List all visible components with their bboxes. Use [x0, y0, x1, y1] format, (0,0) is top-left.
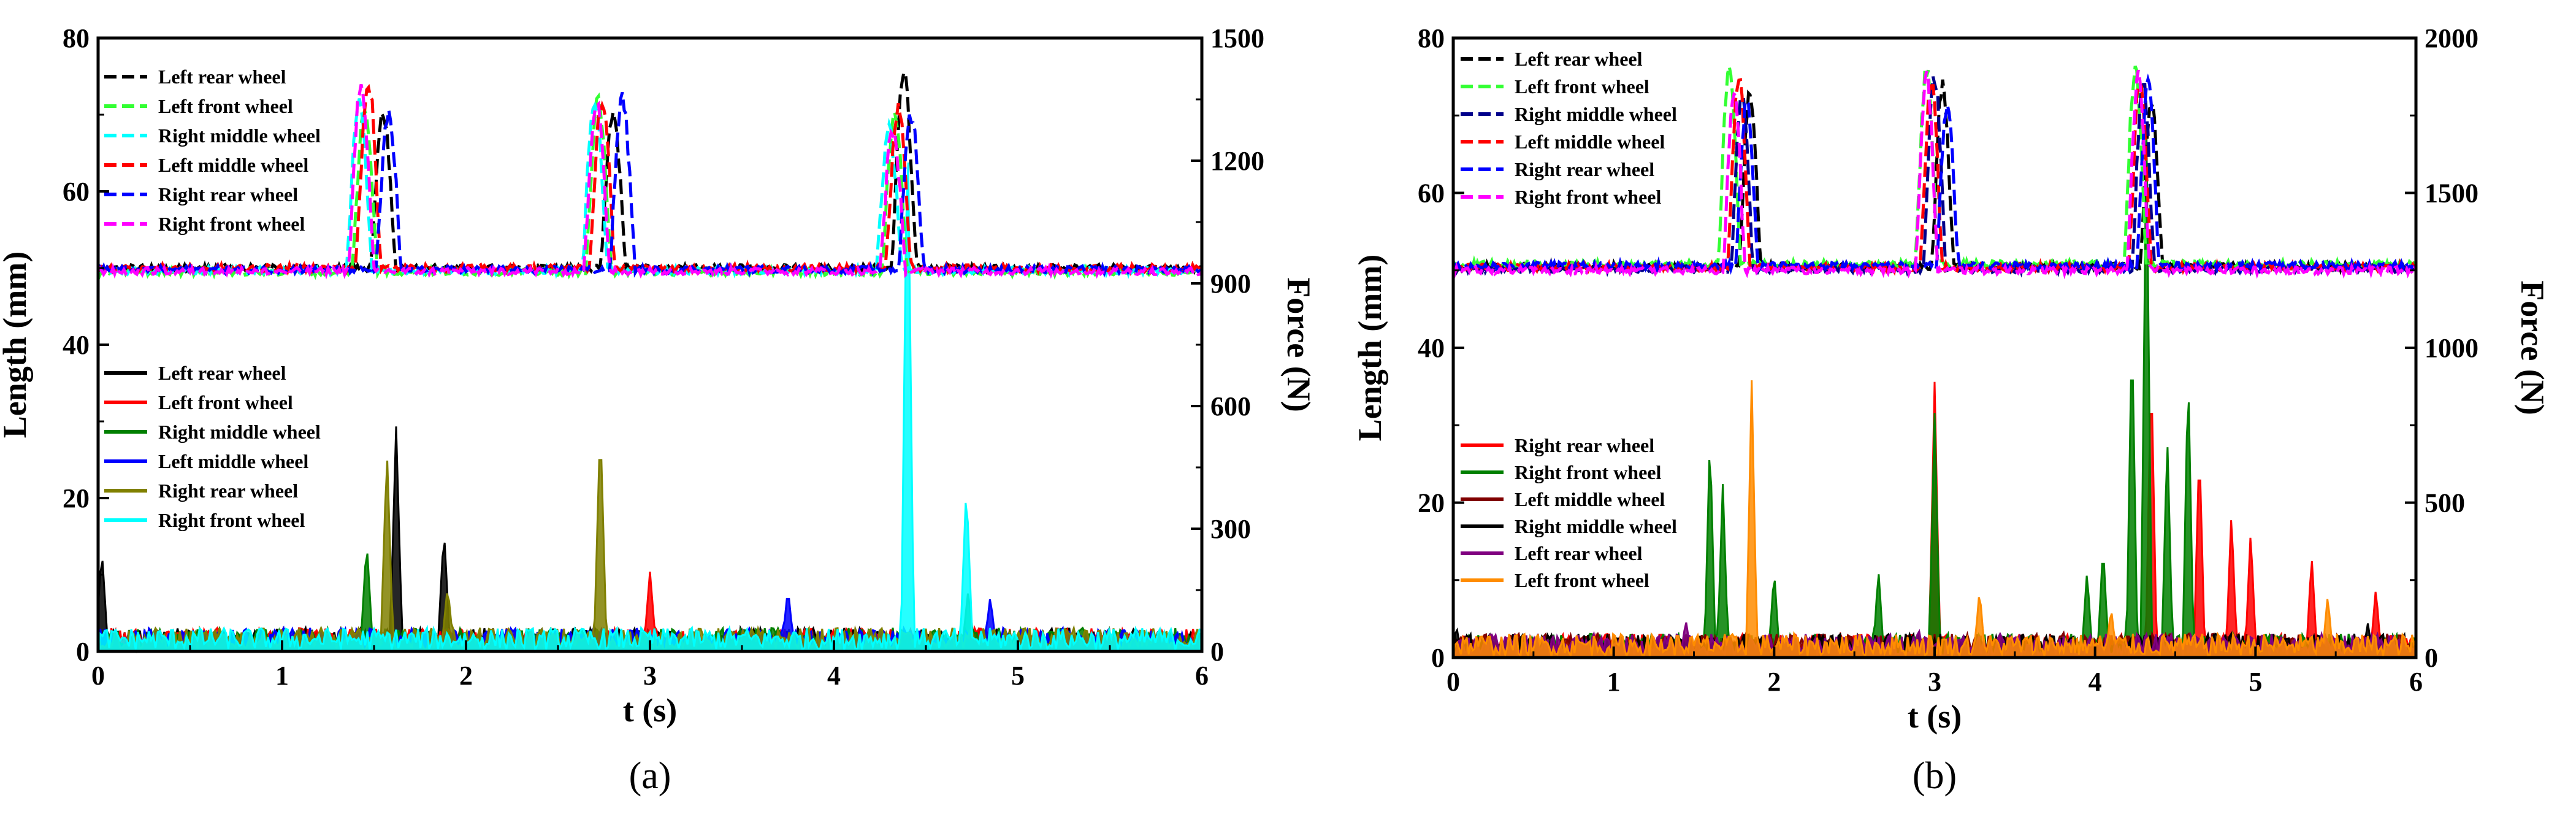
legend-label: Right middle wheel [158, 421, 321, 443]
panel-caption: (a) [629, 755, 671, 797]
legend-label: Left middle wheel [1515, 131, 1665, 153]
legend-label: Right front wheel [1515, 461, 1662, 483]
y-left-tick-label: 80 [63, 23, 90, 53]
y-left-tick-label: 20 [63, 483, 90, 513]
legend-legend_force: Right rear wheel Right front wheel Left mi… [1461, 434, 1677, 591]
y-left-tick-label: 80 [1418, 23, 1445, 53]
x-tick-label: 6 [1195, 661, 1209, 691]
y-right-tick-label: 2000 [2425, 23, 2479, 53]
legend-label: Left rear wheel [1515, 48, 1643, 70]
y-left-tick-label: 20 [1418, 488, 1445, 518]
x-axis-label: t (s) [1908, 698, 1962, 735]
y-right-tick-label: 1500 [2425, 178, 2479, 209]
legend-label: Left front wheel [158, 391, 293, 413]
legend-label: Left middle wheel [1515, 488, 1665, 510]
legend-label: Left front wheel [1515, 75, 1649, 98]
x-tick-label: 1 [1607, 667, 1621, 697]
legend-label: Left rear wheel [158, 362, 286, 384]
length-series-5 [97, 84, 1203, 280]
y-right-tick-label: 500 [2425, 488, 2465, 518]
y-right-tick-label: 1200 [1210, 146, 1264, 176]
x-tick-label: 5 [1011, 661, 1025, 691]
y-left-tick-label: 60 [1418, 178, 1445, 209]
y-right-axis-label: Force (N) [1280, 277, 1317, 412]
legend-label: Right rear wheel [1515, 434, 1654, 456]
y-left-tick-label: 0 [76, 637, 90, 667]
y-right-tick-label: 1500 [1210, 23, 1264, 53]
length-series-group [96, 68, 1204, 280]
x-tick-label: 3 [643, 661, 657, 691]
x-tick-label: 4 [827, 661, 841, 691]
length-series-5 [1451, 69, 2417, 280]
legend-label: Left front wheel [1515, 569, 1649, 591]
x-tick-label: 2 [459, 661, 473, 691]
y-left-axis-label: Length (mm) [1351, 255, 1388, 441]
panel-caption: (b) [1913, 755, 1957, 797]
legend-label: Right middle wheel [158, 125, 321, 147]
y-right-tick-label: 0 [1210, 637, 1224, 667]
x-tick-label: 1 [275, 661, 289, 691]
x-tick-label: 3 [1928, 667, 1941, 697]
legend-label: Left middle wheel [158, 154, 308, 176]
y-right-tick-label: 300 [1210, 514, 1251, 544]
length-series-group [1451, 65, 2418, 280]
x-tick-label: 0 [91, 661, 105, 691]
y-left-tick-label: 40 [1418, 333, 1445, 363]
legend-label: Right rear wheel [158, 183, 298, 205]
legend-label: Right middle wheel [1515, 515, 1677, 537]
x-tick-label: 6 [2409, 667, 2423, 697]
legend-label: Left rear wheel [158, 66, 286, 88]
y-left-tick-label: 60 [63, 177, 90, 207]
legend-label: Left rear wheel [1515, 542, 1643, 564]
y-left-tick-label: 40 [63, 330, 90, 360]
y-right-tick-label: 1000 [2425, 333, 2479, 363]
length-series-1 [96, 92, 1203, 280]
y-right-axis-label: Force (N) [2514, 280, 2551, 415]
legend-legend_length: Left rear wheel Left front wheel Right mid… [1461, 48, 1677, 208]
x-tick-label: 4 [2089, 667, 2102, 697]
legend-label: Right middle wheel [1515, 103, 1677, 125]
y-right-tick-label: 0 [2425, 643, 2438, 673]
legend-label: Left middle wheel [158, 450, 308, 472]
x-axis-label: t (s) [623, 692, 677, 729]
legend-label: Right front wheel [1515, 186, 1662, 208]
y-right-tick-label: 900 [1210, 269, 1251, 299]
force-series-group [97, 162, 1203, 654]
legend-label: Right rear wheel [1515, 158, 1654, 180]
x-tick-label: 2 [1767, 667, 1781, 697]
legend-legend_length: Left rear wheel Left front wheel Right mid… [104, 66, 321, 235]
y-left-axis-label: Length (mm) [0, 251, 33, 438]
y-left-tick-label: 0 [1431, 643, 1445, 673]
y-right-tick-label: 600 [1210, 391, 1251, 421]
legend-label: Right front wheel [158, 213, 305, 235]
legend-label: Right front wheel [158, 509, 305, 531]
legend-legend_force: Left rear wheel Left front wheel Right mid… [104, 362, 321, 531]
length-series-4 [1451, 73, 2418, 275]
length-series-2 [1453, 76, 2417, 278]
legend-label: Left front wheel [158, 95, 293, 117]
length-series-4 [96, 91, 1203, 278]
x-tick-label: 5 [2249, 667, 2262, 697]
legend-label: Right rear wheel [158, 480, 298, 502]
x-tick-label: 0 [1447, 667, 1460, 697]
